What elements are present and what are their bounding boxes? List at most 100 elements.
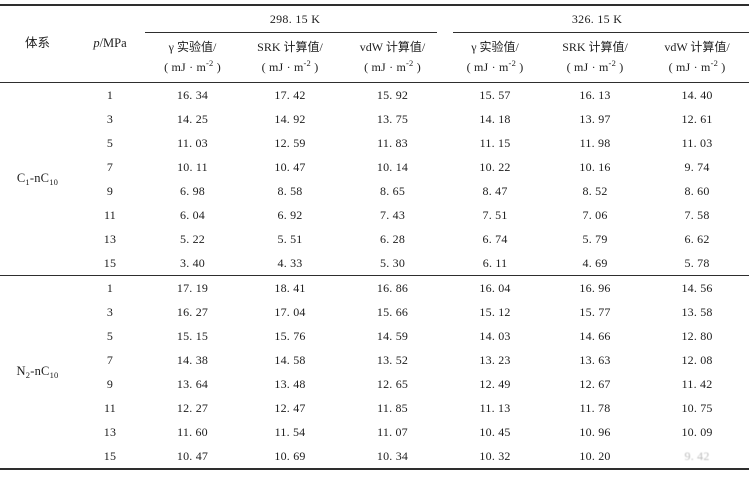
- table-row: 15 3. 40 4. 33 5. 30 6. 11 4. 69 5. 78: [0, 251, 749, 276]
- group-n2-nc10: N2-nC10 1 17. 19 18. 41 16. 86 16. 04 16. 96 14…: [0, 276, 749, 470]
- data-cell: 12. 08: [681, 352, 713, 367]
- group-c1-nc10: C1-nC10 1 16. 34 17. 42 15. 92 15. 57 16. 13 14…: [0, 83, 749, 276]
- data-cell: 14. 40: [681, 87, 713, 102]
- table-row: 7 10. 11 10. 47 10. 14 10. 22 10. 16 9. 74: [0, 155, 749, 179]
- pressure-value: 9: [106, 376, 114, 391]
- data-cell: 10. 69: [274, 448, 306, 463]
- data-cell: 16. 13: [579, 87, 611, 102]
- data-cell: 16. 27: [176, 304, 209, 319]
- data-cell: 11. 85: [377, 400, 408, 415]
- data-cell: 12. 61: [681, 111, 713, 126]
- data-cell: 7. 51: [482, 207, 508, 222]
- header-srk-calc-298: SRK 计算值/ ( mJ · m-2 ): [240, 33, 340, 83]
- data-cell: 5. 22: [180, 231, 205, 246]
- data-cell: 8. 52: [582, 183, 608, 198]
- data-cell: 8. 58: [277, 183, 303, 198]
- data-cell: 15. 57: [479, 87, 511, 102]
- data-cell: 14. 59: [376, 328, 409, 343]
- data-cell: 10. 47: [274, 159, 306, 174]
- pressure-value: 5: [106, 135, 114, 150]
- data-cell: 13. 63: [579, 352, 611, 367]
- data-cell: 14. 18: [479, 111, 511, 126]
- data-cell: 5. 51: [277, 231, 303, 246]
- data-cell: 6. 74: [482, 231, 508, 246]
- unit-label: ( mJ · m-2 ): [466, 58, 524, 74]
- pressure-value: 11: [104, 207, 116, 222]
- table-row: 5 15. 15 15. 76 14. 59 14. 03 14. 66 12. 80: [0, 324, 749, 348]
- data-cell: 13. 58: [681, 304, 713, 319]
- data-cell: 6. 98: [180, 183, 205, 198]
- data-cell: 10. 32: [479, 448, 511, 463]
- data-cell: 3. 40: [180, 255, 205, 270]
- data-cell: 10. 75: [681, 400, 713, 415]
- table-row: 3 16. 27 17. 04 15. 66 15. 12 15. 77 13. 58: [0, 300, 749, 324]
- pressure-value: 15: [103, 448, 117, 463]
- surface-tension-comparison-table: 体系 p/MPa 298. 15 K 326. 15 K γ 实验值/ ( mJ…: [0, 4, 749, 470]
- pressure-value: 5: [106, 328, 114, 343]
- data-cell: 14. 66: [579, 328, 611, 343]
- data-cell: 7. 43: [380, 207, 406, 222]
- data-cell: 5. 78: [684, 255, 710, 270]
- unit-label: ( mJ · m-2 ): [364, 58, 421, 74]
- data-cell: 12. 67: [579, 376, 611, 391]
- data-cell: 10. 34: [376, 448, 409, 463]
- table-row: 9 6. 98 8. 58 8. 65 8. 47 8. 52 8. 60: [0, 179, 749, 203]
- header-gamma-exp-326: γ 实验值/ ( mJ · m-2 ): [445, 33, 546, 83]
- data-cell: 9. 74: [684, 159, 710, 174]
- pressure-value: 3: [106, 111, 114, 126]
- data-cell: 10. 96: [579, 424, 611, 439]
- data-cell: 11. 15: [479, 135, 511, 150]
- data-cell: 10. 22: [479, 159, 511, 174]
- data-cell: 7. 06: [582, 207, 608, 222]
- data-cell: 11. 60: [177, 424, 208, 439]
- data-cell: 6. 11: [482, 255, 508, 270]
- data-cell: 14. 92: [274, 111, 306, 126]
- data-cell: 10. 16: [579, 159, 611, 174]
- data-cell: 13. 64: [176, 376, 209, 391]
- data-cell: 14. 38: [176, 352, 209, 367]
- data-cell: 6. 92: [277, 207, 303, 222]
- data-cell: 11. 03: [681, 135, 713, 150]
- pressure-value: 9: [106, 183, 114, 198]
- data-cell: 13. 48: [274, 376, 306, 391]
- data-cell: 6. 62: [684, 231, 710, 246]
- data-cell: 17. 42: [274, 87, 306, 102]
- data-cell: 15. 76: [274, 328, 306, 343]
- data-cell: 11. 78: [579, 400, 611, 415]
- data-cell: 12. 65: [376, 376, 409, 391]
- data-cell: 14. 56: [681, 280, 713, 295]
- data-cell: 17. 19: [176, 280, 209, 295]
- pressure-value: 7: [106, 352, 114, 367]
- data-cell: 11. 54: [274, 424, 306, 439]
- pressure-value: 15: [103, 255, 117, 270]
- data-cell: 15. 66: [376, 304, 409, 319]
- data-cell: 16. 96: [579, 280, 611, 295]
- table-row: 7 14. 38 14. 58 13. 52 13. 23 13. 63 12. 08: [0, 348, 749, 372]
- data-cell: 16. 86: [376, 280, 409, 295]
- table-row: C1-nC10 1 16. 34 17. 42 15. 92 15. 57 16. 13 14…: [0, 83, 749, 187]
- data-cell: 11. 07: [377, 424, 408, 439]
- pressure-unit: /MPa: [99, 36, 127, 51]
- data-cell: 5. 30: [380, 255, 406, 270]
- data-cell: 4. 69: [582, 255, 608, 270]
- pressure-value: 13: [103, 231, 117, 246]
- data-cell: 11. 98: [579, 135, 611, 150]
- pressure-symbol: p: [93, 36, 100, 51]
- data-cell: 15. 92: [376, 87, 409, 102]
- unit-label: ( mJ · m-2 ): [261, 58, 319, 74]
- unit-label: ( mJ · m-2 ): [668, 58, 726, 74]
- data-cell: 10. 09: [681, 424, 713, 439]
- table-row: 5 11. 03 12. 59 11. 83 11. 15 11. 98 11. 03: [0, 131, 749, 155]
- data-cell: 15. 12: [479, 304, 511, 319]
- data-cell: 16. 04: [479, 280, 511, 295]
- data-cell: 11. 03: [177, 135, 208, 150]
- header-system: 体系: [0, 5, 75, 83]
- table-row: 3 14. 25 14. 92 13. 75 14. 18 13. 97 12. 61: [0, 107, 749, 131]
- data-cell: 8. 47: [482, 183, 508, 198]
- header-temperature-326: 326. 15 K: [445, 5, 749, 33]
- pressure-value: 11: [104, 400, 116, 415]
- data-cell: 11. 13: [479, 400, 511, 415]
- unit-label: ( mJ · m-2 ): [164, 58, 221, 74]
- table-row: 15 10. 47 10. 69 10. 34 10. 32 10. 20 9. 42: [0, 444, 749, 469]
